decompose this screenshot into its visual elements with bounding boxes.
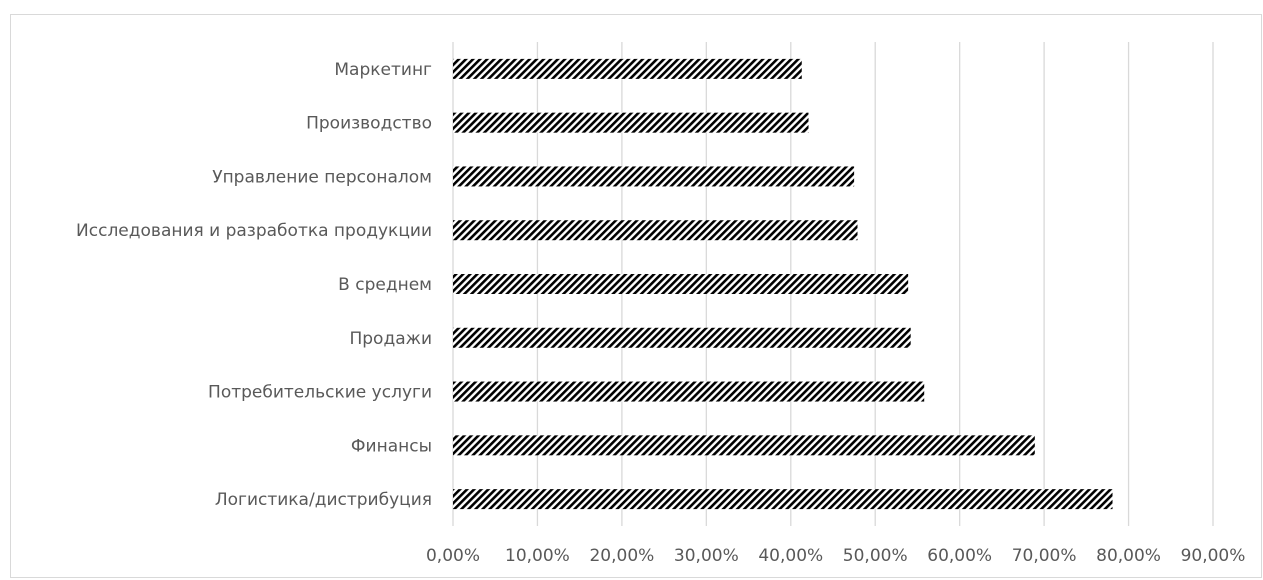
chart-area <box>10 14 1262 578</box>
bar <box>453 381 925 402</box>
x-tick-labels: 0,00% 10,00% 20,00% 30,00% 40,00% 50,00% 60,00… <box>426 546 1245 566</box>
bar <box>453 274 909 294</box>
x-tick-label: 60,00% <box>927 546 992 566</box>
x-tick-label: 80,00% <box>1096 546 1161 566</box>
x-tick-label: 70,00% <box>1012 546 1077 566</box>
x-tick-label: 10,00% <box>505 546 570 566</box>
category-label: Потребительские услуги <box>208 383 432 403</box>
category-label: Производство <box>306 114 432 134</box>
x-tick-label: 30,00% <box>674 546 739 566</box>
category-label: Управление персоналом <box>212 167 432 187</box>
bar <box>453 166 855 187</box>
bars <box>453 58 1113 510</box>
x-tick-label: 0,00% <box>426 546 480 566</box>
category-label: Маркетинг <box>334 60 432 80</box>
category-label: Исследования и разработка продукции <box>76 221 432 241</box>
bar <box>453 58 802 79</box>
bar <box>453 435 1035 456</box>
category-label: Логистика/дистрибуция <box>215 490 432 510</box>
bar <box>453 489 1113 510</box>
x-tick-label: 20,00% <box>589 546 654 566</box>
category-label: Продажи <box>349 329 432 349</box>
category-label: Финансы <box>351 436 432 456</box>
x-tick-label: 50,00% <box>843 546 908 566</box>
category-labels: Маркетинг Производство Управление персонал… <box>76 60 432 510</box>
bar <box>453 327 911 348</box>
bar <box>453 112 809 133</box>
x-tick-label: 90,00% <box>1181 546 1246 566</box>
category-label: В среднем <box>338 275 432 295</box>
bar <box>453 220 858 241</box>
x-tick-label: 40,00% <box>758 546 823 566</box>
